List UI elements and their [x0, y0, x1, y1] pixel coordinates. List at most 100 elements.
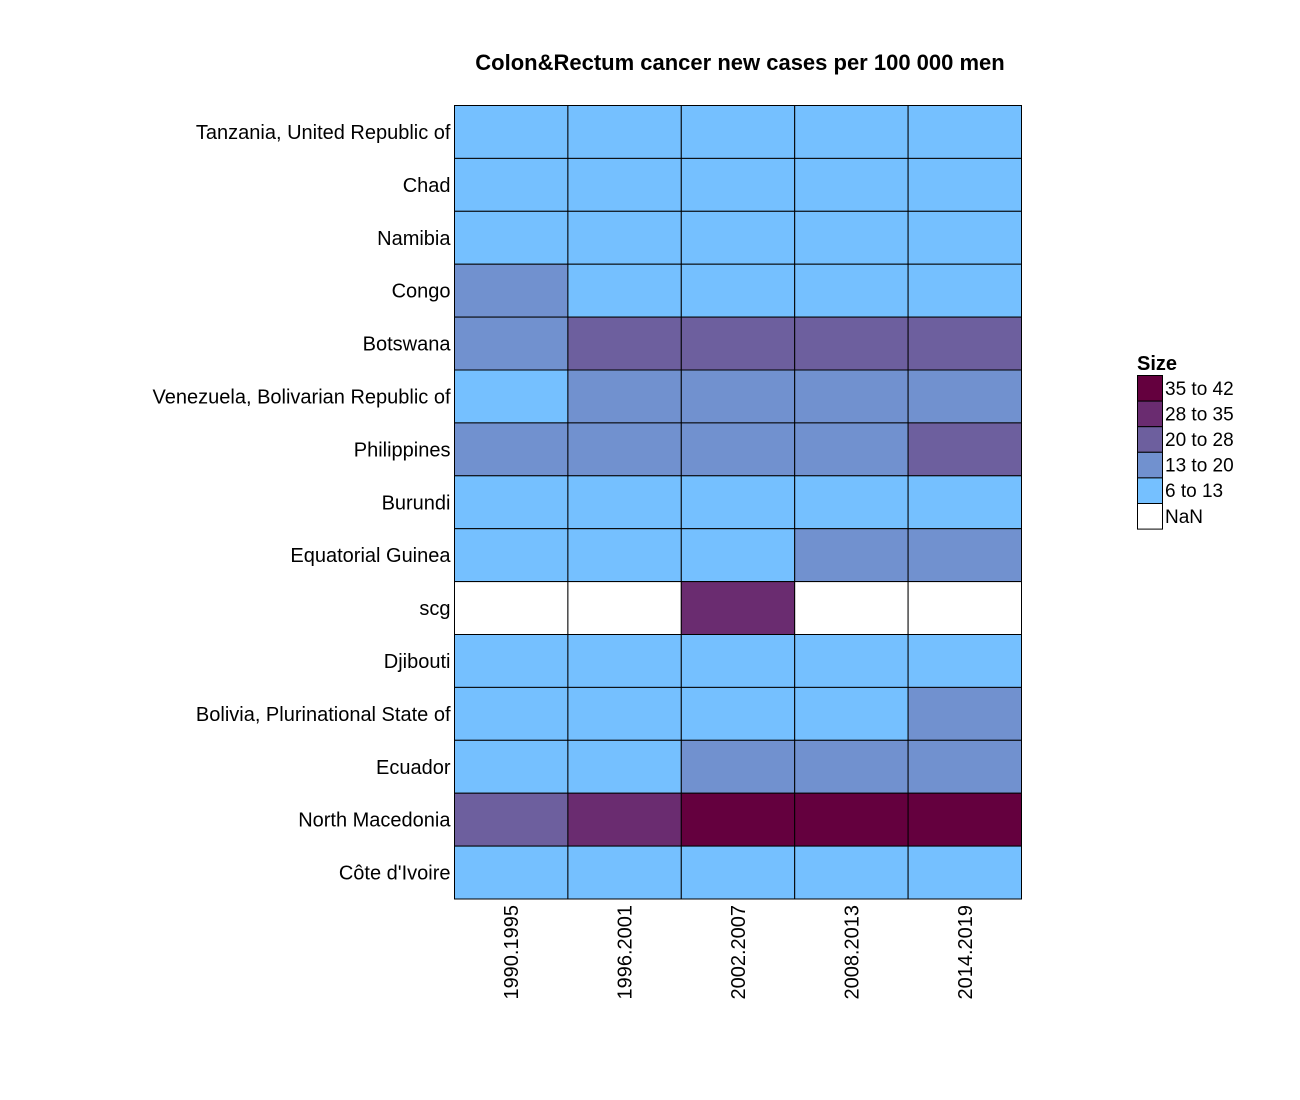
heatmap-cell — [907, 686, 1022, 741]
column-label: 2014.2019 — [955, 905, 977, 1000]
row-label: Equatorial Guinea — [290, 545, 451, 567]
heatmap-cell — [567, 686, 682, 741]
heatmap-cell — [680, 792, 796, 847]
column-label: 2002.2007 — [728, 905, 750, 1000]
row-label: Côte d'Ivoire — [339, 863, 451, 885]
heatmap-cell — [907, 739, 1022, 794]
heatmap-cell — [454, 369, 569, 424]
heatmap-cell — [907, 581, 1022, 635]
legend-swatch — [1137, 477, 1163, 504]
column-label: 1990.1995 — [501, 905, 523, 1000]
heatmap-cell — [680, 422, 796, 477]
heatmap-cell — [680, 263, 796, 318]
heatmap-cell — [907, 845, 1022, 900]
heatmap-cell — [567, 581, 682, 635]
heatmap-cells — [454, 105, 1022, 900]
legend-swatch — [1137, 503, 1163, 530]
heatmap-cell — [454, 686, 569, 741]
row-label: Tanzania, United Republic of — [196, 122, 451, 144]
heatmap-cell — [680, 581, 796, 635]
heatmap-cell — [794, 845, 909, 900]
heatmap-cell — [794, 316, 909, 371]
heatmap-cell — [567, 528, 682, 583]
heatmap-cell — [454, 634, 569, 688]
row-label: Botswana — [363, 334, 452, 356]
heatmap-cell — [794, 528, 909, 583]
legend-label: 13 to 20 — [1165, 456, 1234, 477]
heatmap-cell — [454, 528, 569, 583]
row-label: Venezuela, Bolivarian Republic of — [153, 386, 451, 408]
heatmap-cell — [794, 634, 909, 688]
chart-title: Colon&Rectum cancer new cases per 100 00… — [475, 50, 1004, 75]
row-label: North Macedonia — [298, 810, 451, 832]
legend-title: Size — [1137, 353, 1177, 375]
heatmap-cell — [907, 369, 1022, 424]
heatmap-cell — [454, 105, 569, 159]
column-label: 1996.2001 — [615, 905, 637, 1000]
row-label: Philippines — [354, 439, 451, 461]
heatmap-cell — [567, 475, 682, 530]
heatmap-cell — [794, 422, 909, 477]
legend-swatch — [1137, 375, 1163, 402]
heatmap-cell — [794, 157, 909, 212]
legend-label: 20 to 28 — [1165, 430, 1234, 451]
row-label: Congo — [392, 281, 451, 303]
heatmap-cell — [794, 210, 909, 265]
row-label: Bolivia, Plurinational State of — [196, 704, 451, 726]
heatmap-cell — [567, 422, 682, 477]
row-label: Chad — [403, 175, 451, 197]
column-label: 2008.2013 — [841, 905, 863, 1000]
heatmap-cell — [907, 105, 1022, 159]
heatmap-cell — [567, 263, 682, 318]
heatmap-cell — [454, 157, 569, 212]
legend-swatch — [1137, 451, 1163, 479]
heatmap-cell — [567, 792, 682, 847]
legend-label: 35 to 42 — [1165, 379, 1234, 400]
heatmap-cell — [907, 475, 1022, 530]
column-labels: 1990.1995 1996.2001 2002.2007 2008.2013 2014… — [501, 905, 977, 1000]
row-label: Ecuador — [376, 757, 451, 779]
heatmap-cell — [907, 210, 1022, 265]
heatmap-cell — [794, 475, 909, 530]
legend-label: 6 to 13 — [1165, 481, 1223, 502]
heatmap-cell — [680, 105, 796, 159]
legend-swatch — [1137, 400, 1163, 428]
row-label: Burundi — [382, 492, 451, 514]
legend-label: NaN — [1165, 507, 1203, 528]
heatmap-cell — [680, 210, 796, 265]
heatmap-cell — [567, 105, 682, 159]
row-label: Djibouti — [384, 651, 451, 673]
heatmap-cell — [567, 845, 682, 900]
legend: Size 35 to 42 28 to 35 20 to 28 13 to 20 6 t… — [1137, 353, 1234, 530]
heatmap-cell — [454, 210, 569, 265]
heatmap-cell — [794, 263, 909, 318]
heatmap-cell — [567, 316, 682, 371]
heatmap-cell — [567, 634, 682, 688]
heatmap-cell — [680, 528, 796, 583]
heatmap-cell — [794, 105, 909, 159]
heatmap-cell — [680, 157, 796, 212]
heatmap-cell — [454, 422, 569, 477]
heatmap-cell — [680, 475, 796, 530]
heatmap-cell — [680, 845, 796, 900]
heatmap-cell — [454, 845, 569, 900]
heatmap-cell — [907, 528, 1022, 583]
heatmap-cell — [567, 739, 682, 794]
heatmap-cell — [454, 581, 569, 635]
heatmap-cell — [680, 634, 796, 688]
heatmap-cell — [454, 475, 569, 530]
heatmap-cell — [454, 792, 569, 847]
heatmap-cell — [794, 739, 909, 794]
heatmap-cell — [907, 316, 1022, 371]
heatmap-cell — [567, 210, 682, 265]
legend-swatch — [1137, 426, 1163, 453]
legend-items: 35 to 42 28 to 35 20 to 28 13 to 20 6 to 13 N… — [1137, 375, 1234, 530]
row-labels: Tanzania, United Republic of Chad Namibia C… — [153, 122, 452, 885]
heatmap-cell — [907, 157, 1022, 212]
heatmap-cell — [907, 634, 1022, 688]
heatmap-cell — [794, 686, 909, 741]
heatmap-cell — [567, 369, 682, 424]
heatmap-cell — [794, 581, 909, 635]
heatmap-cell — [454, 316, 569, 371]
